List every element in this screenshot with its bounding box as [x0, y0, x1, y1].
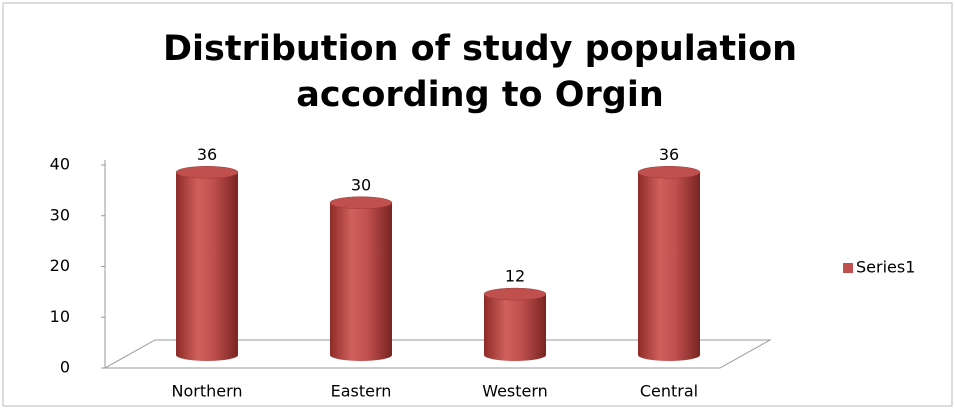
bar-body: [638, 172, 700, 361]
x-tick-label: Western: [482, 382, 548, 401]
bar: [637, 166, 701, 361]
data-label: 30: [351, 175, 371, 194]
data-label: 36: [197, 145, 217, 164]
legend-swatch: [843, 263, 853, 273]
y-tick-label: 0: [60, 358, 70, 377]
bar-top: [637, 166, 701, 179]
x-tick-label: Eastern: [331, 382, 392, 401]
x-tick-label: Northern: [171, 382, 242, 401]
bar-body: [330, 202, 392, 361]
bar: [483, 287, 547, 361]
x-tick-label: Central: [640, 382, 698, 401]
legend-label: Series1: [856, 258, 915, 277]
y-tick-label: 20: [50, 256, 70, 275]
floor: [103, 339, 772, 369]
data-label: 12: [505, 267, 525, 286]
y-tick-label: 40: [50, 155, 70, 174]
bar: [329, 196, 393, 361]
y-tick-label: 30: [50, 205, 70, 224]
data-label: 36: [659, 145, 679, 164]
bar-body: [176, 172, 238, 361]
y-tick-label: 10: [50, 307, 70, 326]
bar-body: [484, 294, 546, 361]
bar: [175, 166, 239, 361]
bar-top: [483, 287, 547, 301]
chart-title: Distribution of study population accordi…: [162, 29, 798, 115]
bar-top: [175, 166, 239, 179]
bar-top: [329, 196, 393, 209]
